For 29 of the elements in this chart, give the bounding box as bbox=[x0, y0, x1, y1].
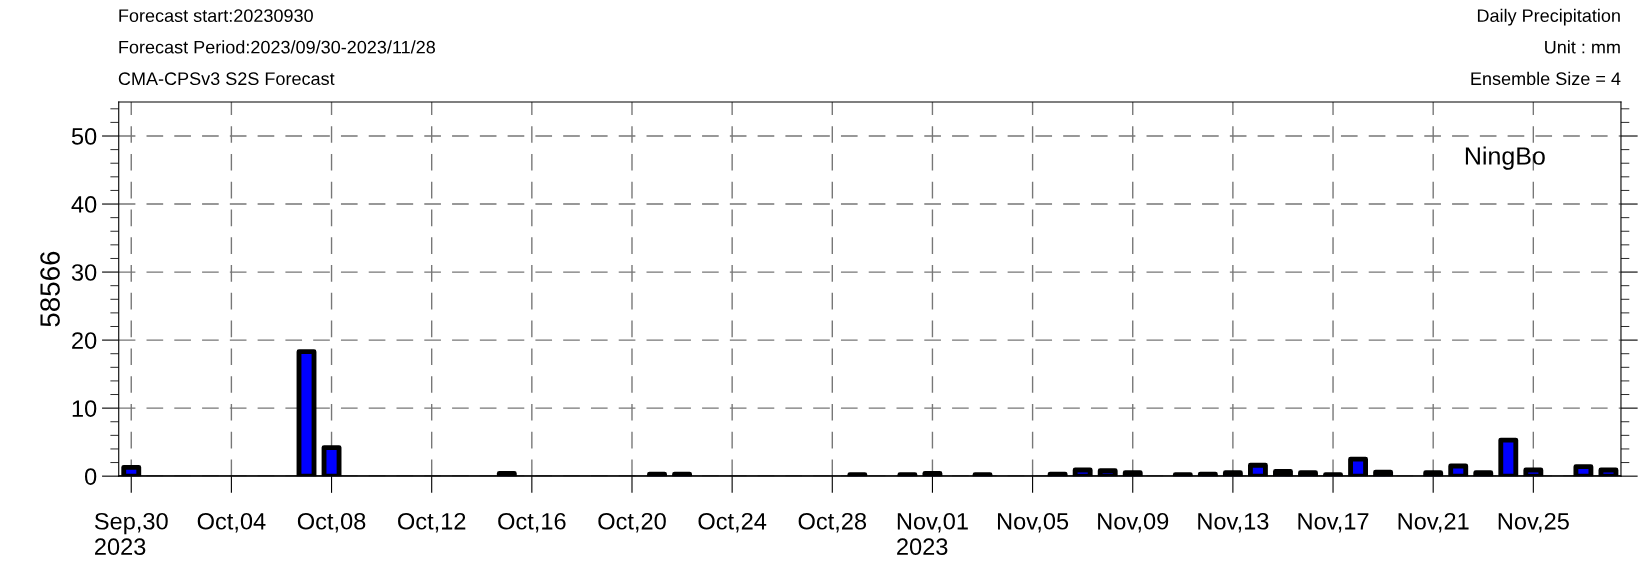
x-tick-label: Oct,12 bbox=[398, 512, 466, 533]
x-tick-label: Oct,24 bbox=[698, 512, 767, 533]
y-axis-title: 58566 bbox=[40, 251, 60, 327]
y-tick-label: 40 bbox=[71, 196, 97, 213]
text: Forecast Period:2023/09/30-2023/11/28 bbox=[119, 40, 435, 54]
text: Ensemble Size = 4 bbox=[1471, 71, 1621, 86]
x-tick-label: Sep,30 2023 bbox=[94, 512, 168, 556]
x-tick-label: Nov,25 bbox=[1498, 512, 1569, 533]
x-tick-label: Nov,05 bbox=[997, 512, 1069, 533]
x-tick-label: Oct,04 bbox=[197, 512, 266, 533]
text: Forecast start:20230930 bbox=[119, 9, 313, 23]
annotation: NingBo bbox=[1465, 146, 1545, 170]
chart-subtitle: Unit : mm bbox=[1545, 40, 1620, 54]
y-tick-label: 20 bbox=[72, 332, 97, 349]
y-tick-label: 10 bbox=[72, 400, 97, 417]
x-tick-label: Nov,21 bbox=[1398, 512, 1469, 533]
x-tick-label: Oct,20 bbox=[598, 512, 666, 533]
chart-title: Daily Precipitation bbox=[1477, 8, 1620, 26]
x-tick-label: Oct,08 bbox=[297, 512, 366, 533]
y-tick-label: 30 bbox=[71, 264, 97, 281]
y-tick-label: 50 bbox=[71, 128, 97, 145]
x-tick-label: Nov,09 bbox=[1098, 512, 1169, 533]
y-tick-label: 0 bbox=[84, 468, 97, 485]
text: CMA-CPSv3 S2S Forecast bbox=[118, 72, 335, 86]
x-tick-label: Nov,17 bbox=[1298, 513, 1369, 533]
x-tick-label: Nov,13 bbox=[1198, 512, 1269, 533]
x-tick-label: Nov,01 2023 bbox=[897, 512, 968, 556]
x-tick-label: Oct,28 bbox=[798, 512, 867, 533]
x-tick-label: Oct,16 bbox=[498, 512, 566, 533]
